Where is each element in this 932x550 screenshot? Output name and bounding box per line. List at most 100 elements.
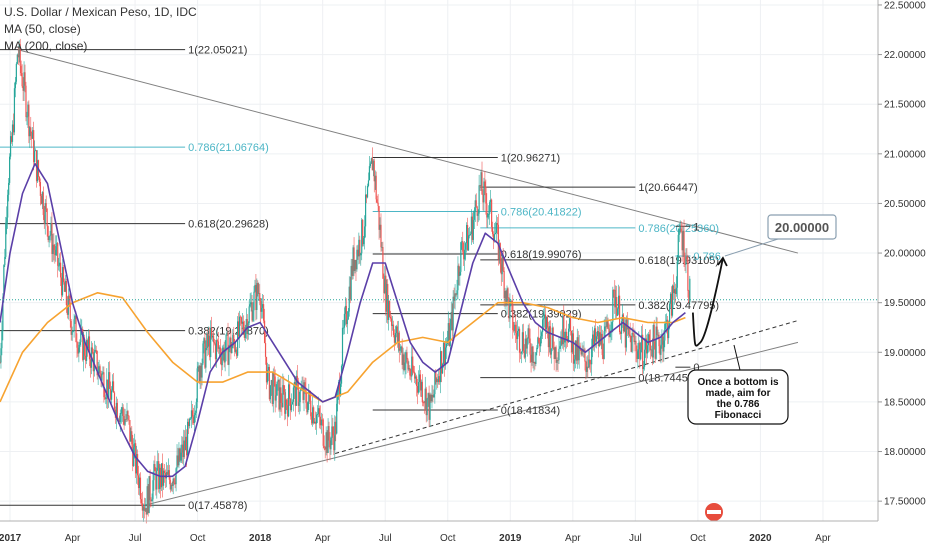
candle-body <box>163 470 166 474</box>
candle-body <box>133 447 135 467</box>
candle-body <box>546 316 549 328</box>
moving-average-layer <box>0 162 686 478</box>
candle-body <box>478 185 480 214</box>
candle-body <box>404 362 406 371</box>
candle-body <box>676 261 678 288</box>
trendline <box>17 49 799 254</box>
candle-body <box>311 416 313 424</box>
indicator-ma50-label[interactable]: MA (50, close) <box>4 22 81 36</box>
candle-body <box>329 440 331 450</box>
candle-body <box>515 324 517 333</box>
candle-body <box>650 349 652 351</box>
candle-body <box>437 379 439 382</box>
grid-layer <box>0 0 878 521</box>
candle-body <box>416 385 419 393</box>
candle-body <box>590 363 592 365</box>
candle-body <box>327 426 329 454</box>
candle-body <box>672 285 675 294</box>
time-tick-label: 2019 <box>499 533 522 544</box>
candle-body <box>367 180 370 186</box>
candle-body <box>480 172 482 187</box>
candle-body <box>689 278 691 303</box>
candle-body <box>185 436 187 451</box>
candle-body <box>42 192 44 216</box>
candle-body <box>467 235 470 251</box>
candle-body <box>330 437 332 450</box>
candle-body <box>568 318 571 329</box>
price-tick-label: 19.50000 <box>884 298 926 309</box>
candle-body <box>88 336 91 360</box>
candle-body <box>297 380 299 406</box>
candle-body <box>105 397 107 399</box>
chart-title: U.S. Dollar / Mexican Peso, 1D, IDC <box>4 5 197 19</box>
candle-body <box>144 508 146 511</box>
candle-body <box>469 233 472 235</box>
candle-body <box>594 328 597 342</box>
candle-body <box>542 318 545 320</box>
candle-body <box>78 344 80 354</box>
candle-body <box>396 326 398 343</box>
candle-body <box>138 477 141 489</box>
candle-body <box>136 454 139 476</box>
candle-body <box>184 440 186 451</box>
trendline <box>144 341 799 506</box>
candle-body <box>95 349 97 352</box>
candle-body <box>592 334 594 348</box>
candle-body <box>177 455 179 466</box>
candle-body <box>409 368 411 376</box>
candle-body <box>21 73 23 87</box>
indicator-ma200-label[interactable]: MA (200, close) <box>4 39 88 53</box>
candle-body <box>525 338 527 349</box>
candle-body <box>249 304 251 307</box>
candle-body <box>267 366 270 371</box>
candle-body <box>334 421 336 451</box>
candle-body <box>411 356 413 377</box>
candle-body <box>9 156 11 183</box>
candle-body <box>5 222 7 257</box>
candle-body <box>401 346 403 365</box>
candle-body <box>589 359 591 364</box>
candle-body <box>136 454 138 474</box>
candle-body <box>72 331 74 332</box>
candle-body <box>351 265 353 276</box>
candle-body <box>106 379 108 398</box>
candle-body <box>643 349 646 367</box>
fibonacci-level-label: 0(18.74454) <box>638 373 697 385</box>
candle-body <box>429 394 431 420</box>
candle-body <box>677 234 679 262</box>
candle-body <box>475 200 477 207</box>
candle-body <box>55 246 57 256</box>
candle-body <box>324 448 326 450</box>
candle-body <box>522 332 524 351</box>
candle-body <box>627 327 629 330</box>
candle-body <box>356 249 358 270</box>
candle-body <box>542 319 544 333</box>
candle-body <box>549 326 551 355</box>
candle-body <box>53 244 55 250</box>
candle-body <box>347 311 349 320</box>
annotation-box <box>687 369 789 425</box>
candle-body <box>264 343 267 357</box>
candle-body <box>214 343 217 360</box>
candle-body <box>62 267 65 283</box>
candle-body <box>543 314 546 319</box>
candle-body <box>407 359 409 370</box>
candle-body <box>388 301 390 320</box>
candle-body <box>506 288 508 305</box>
candle-body <box>685 256 687 265</box>
candle-body <box>312 407 314 424</box>
candle-body <box>321 419 323 421</box>
target-callout-box <box>767 214 837 240</box>
candle-body <box>455 293 457 295</box>
candle-body <box>615 296 617 308</box>
candle-body <box>56 242 58 247</box>
candle-body <box>514 324 516 331</box>
candle-body <box>52 244 54 255</box>
candle-body <box>333 435 335 451</box>
candle-body <box>153 464 155 481</box>
candle-body <box>215 340 218 360</box>
candle-body <box>612 289 614 322</box>
fibonacci-level-label: 0.786(20.41822) <box>501 207 582 219</box>
candle-body <box>481 172 483 195</box>
